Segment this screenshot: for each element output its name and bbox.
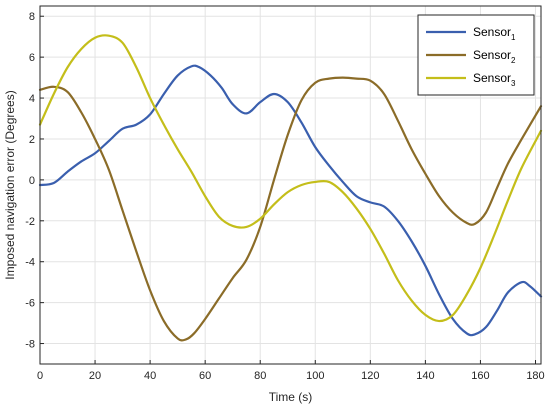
y-axis-label: Imposed navigation error (Degrees) [3, 90, 17, 279]
y-tick-label: 6 [29, 52, 35, 64]
legend-series-name: Sensor [473, 25, 511, 39]
series-line-sensor-2 [38, 76, 543, 342]
x-tick-label: 140 [416, 370, 434, 382]
plot-frame [39, 5, 542, 365]
x-axis-label: Time (s) [269, 390, 313, 404]
legend-series-subscript: 2 [511, 56, 516, 65]
y-tick-label: -4 [25, 257, 35, 269]
x-tick-label: 60 [199, 370, 211, 382]
series-line-sensor-3 [38, 34, 543, 323]
x-tick-label: 80 [254, 370, 266, 382]
grid [39, 6, 541, 364]
x-tick-label: 20 [89, 370, 101, 382]
y-tick-label: 4 [29, 93, 35, 105]
x-tick-label: 0 [37, 370, 43, 382]
x-tick-label: 180 [526, 370, 544, 382]
series-lines [38, 34, 543, 342]
y-tick-label: -6 [25, 298, 35, 310]
y-tick-label: -8 [25, 339, 35, 351]
legend-series-name: Sensor [473, 71, 511, 85]
series-line-sensor-1 [38, 64, 543, 337]
y-tick-label: 2 [29, 134, 35, 146]
y-tick-label: 8 [29, 11, 35, 23]
legend-series-subscript: 1 [511, 33, 516, 42]
legend-series-name: Sensor [473, 48, 511, 62]
x-tick-label: 100 [306, 370, 324, 382]
y-tick-label: 0 [29, 175, 35, 187]
legend-label-sensor-2: Sensor2 [473, 48, 516, 65]
legend-series-subscript: 3 [511, 79, 516, 88]
x-tick-label: 160 [471, 370, 489, 382]
tick-labels: 0 20 40 60 80 100 120 140 160 180 -8 -6 -4 -2 0 2 4 6 8 [25, 11, 544, 382]
x-tick-label: 40 [144, 370, 156, 382]
y-tick-label: -2 [25, 216, 35, 228]
legend-label-sensor-1: Sensor1 [473, 25, 516, 42]
legend-label-sensor-3: Sensor3 [473, 71, 516, 88]
x-tick-label: 120 [361, 370, 379, 382]
